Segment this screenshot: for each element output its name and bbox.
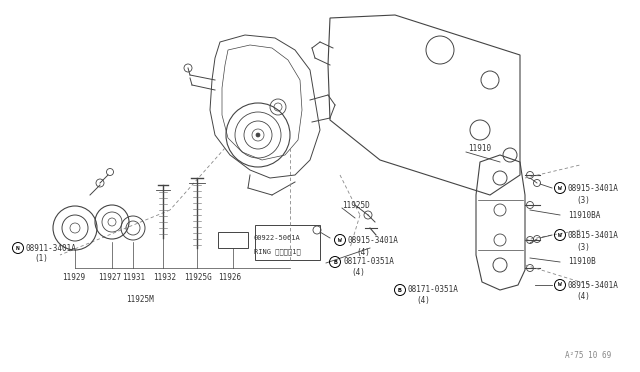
Text: 08171-0351A: 08171-0351A bbox=[343, 257, 394, 266]
Text: (4): (4) bbox=[351, 269, 365, 278]
Circle shape bbox=[256, 133, 260, 137]
Bar bbox=[255, 225, 320, 260]
Text: 08911-3401A: 08911-3401A bbox=[26, 244, 77, 253]
Text: 11925G: 11925G bbox=[184, 273, 212, 282]
Text: 11929: 11929 bbox=[62, 273, 85, 282]
Text: 08915-3401A: 08915-3401A bbox=[568, 183, 619, 192]
Text: W: W bbox=[338, 237, 342, 243]
Text: 11926: 11926 bbox=[218, 273, 241, 282]
Text: 00922-5061A: 00922-5061A bbox=[254, 235, 301, 241]
Text: 11925M: 11925M bbox=[126, 295, 154, 305]
Text: 11910B: 11910B bbox=[568, 257, 596, 266]
Text: N: N bbox=[16, 246, 20, 250]
Text: A²75 10 69: A²75 10 69 bbox=[565, 350, 611, 359]
Text: 08B15-3401A: 08B15-3401A bbox=[568, 231, 619, 240]
Text: W: W bbox=[558, 186, 562, 190]
Text: 11925D: 11925D bbox=[342, 201, 370, 209]
Text: (4): (4) bbox=[416, 296, 430, 305]
Text: (4): (4) bbox=[356, 247, 370, 257]
Text: (3): (3) bbox=[576, 243, 590, 251]
Text: 08915-3401A: 08915-3401A bbox=[348, 235, 399, 244]
Text: 11931: 11931 bbox=[122, 273, 145, 282]
Text: (4): (4) bbox=[576, 292, 590, 301]
Text: 11910: 11910 bbox=[468, 144, 491, 153]
Text: 11910BA: 11910BA bbox=[568, 211, 600, 219]
Text: 08171-0351A: 08171-0351A bbox=[408, 285, 459, 295]
Text: B: B bbox=[398, 288, 402, 292]
Text: W: W bbox=[558, 232, 562, 237]
Text: 11932: 11932 bbox=[153, 273, 176, 282]
Text: 08915-3401A: 08915-3401A bbox=[568, 280, 619, 289]
Bar bbox=[218, 232, 248, 248]
Text: 11927: 11927 bbox=[98, 273, 121, 282]
Text: W: W bbox=[558, 282, 562, 288]
Text: B: B bbox=[333, 260, 337, 264]
Text: RING リング（1）: RING リング（1） bbox=[254, 249, 301, 255]
Text: (1): (1) bbox=[34, 253, 48, 263]
Text: (3): (3) bbox=[576, 196, 590, 205]
